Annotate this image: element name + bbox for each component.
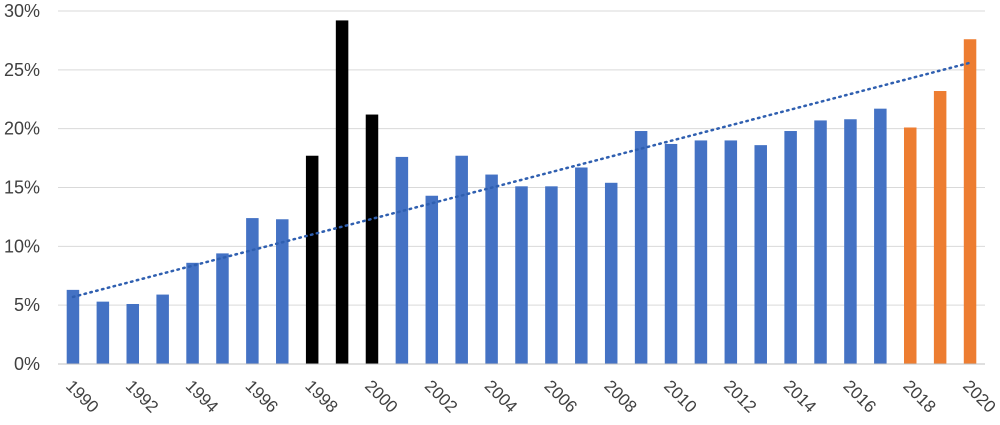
bar-2012 [724,140,738,364]
bar-2019 [933,91,947,364]
bar-2014 [784,131,797,364]
bar-1991 [96,301,110,364]
bar-2005 [515,186,528,364]
bar-1992 [126,303,140,364]
x-tick-label: 1998 [301,376,341,416]
bar-2006 [545,186,558,364]
bar-1998 [305,155,319,364]
y-tick-label: 25% [4,60,40,80]
bar-2002 [425,195,439,364]
x-tick-label: 2010 [660,376,700,416]
bar-1990 [66,289,80,364]
bar-2015 [814,120,827,365]
bar-2011 [694,140,708,364]
bar-2013 [754,145,767,364]
y-tick-label: 20% [4,119,40,139]
bar-1996 [246,218,259,364]
x-tick-label: 1994 [182,376,222,416]
bars [66,20,977,365]
bar-2020 [963,39,977,365]
bar-2008 [604,182,618,364]
x-tick-label: 2014 [780,376,820,416]
x-tick-label: 1990 [62,376,102,416]
y-tick-label: 5% [14,295,40,315]
x-tick-label: 2004 [481,376,521,416]
x-tick-label: 2002 [421,376,461,416]
x-tick-label: 2000 [361,376,401,416]
bar-2010 [664,143,678,364]
bar-1994 [186,262,199,364]
bar-2007 [575,167,588,364]
x-tick-label: 2012 [720,376,760,416]
y-axis-ticks: 0% 5% 10% 15% 20% 25% 30% [4,1,40,374]
bar-1993 [156,294,169,364]
trendline [71,61,972,299]
y-tick-label: 10% [4,236,40,256]
x-tick-label: 2020 [959,376,999,416]
bar-2000 [365,114,379,365]
bar-2016 [844,119,857,365]
x-tick-label: 2008 [600,376,640,416]
bar-2017 [874,108,887,364]
bar-1999 [335,20,349,365]
x-tick-label: 1992 [122,376,162,416]
y-tick-label: 15% [4,178,40,198]
x-tick-label: 2018 [899,376,939,416]
x-axis-ticks: 1990 1992 1994 1996 1998 2000 2002 2004 2006 2008… [62,376,999,416]
x-tick-label: 2016 [840,376,880,416]
bar-2001 [395,156,409,364]
bar-1997 [276,219,289,364]
x-tick-label: 2006 [541,376,581,416]
y-tick-label: 0% [14,354,40,374]
bar-2018 [903,127,917,365]
bar-2003 [455,155,468,364]
bar-2004 [485,174,498,364]
bar-1995 [216,253,229,364]
x-tick-label: 1996 [242,376,282,416]
bar-2009 [634,131,648,364]
y-tick-label: 30% [4,1,40,21]
